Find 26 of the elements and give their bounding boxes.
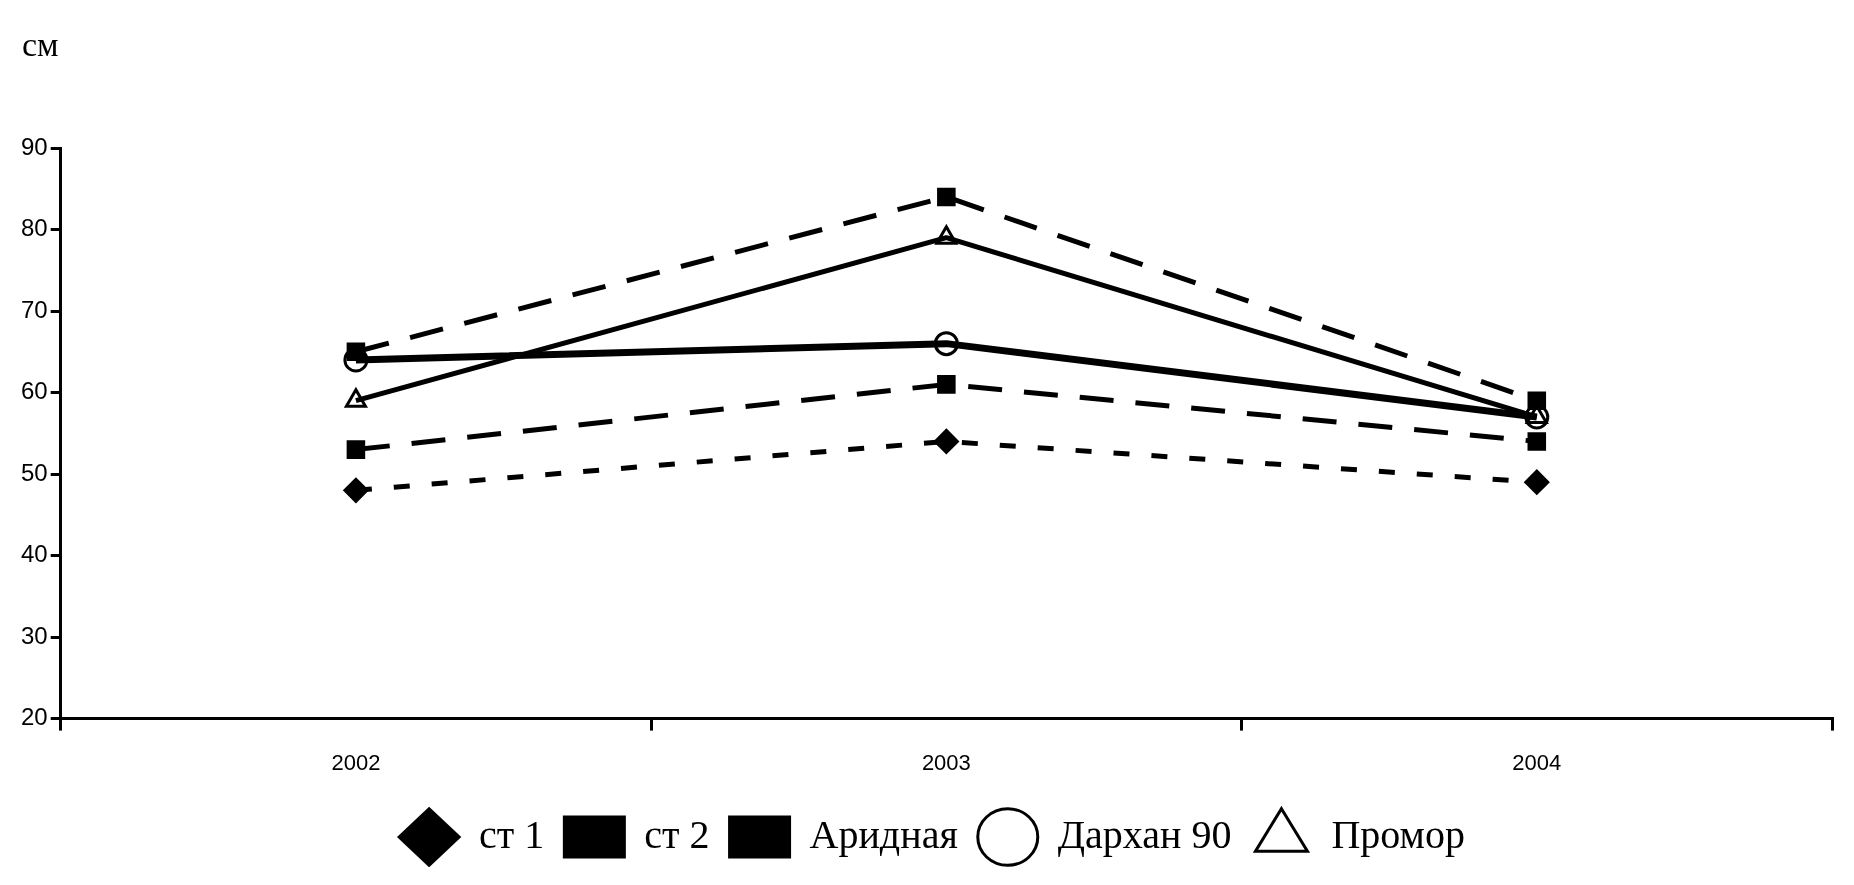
point xyxy=(1527,432,1547,451)
legend-label: ст 2 xyxy=(644,811,710,857)
point xyxy=(346,440,366,459)
point xyxy=(937,375,956,394)
y-tick-label: 30 xyxy=(20,621,48,649)
x-tick-label: 2004 xyxy=(1512,749,1562,775)
point xyxy=(933,331,959,357)
y-tick-label: 90 xyxy=(20,132,48,160)
y-tick-label: 50 xyxy=(20,458,48,486)
point xyxy=(937,187,956,207)
point xyxy=(933,428,959,454)
legend-label: Аридная xyxy=(809,811,958,857)
point xyxy=(1527,391,1547,410)
y-tick-label: 40 xyxy=(20,540,48,568)
legend-label: ст 1 xyxy=(479,811,545,857)
y-tick-label: 20 xyxy=(20,703,48,731)
legend-label: Дархан 90 xyxy=(1057,811,1232,857)
y-tick-label: 70 xyxy=(20,295,48,323)
point xyxy=(343,477,369,503)
x-tick-label: 2003 xyxy=(921,749,971,775)
y-tick-label: 60 xyxy=(20,377,48,405)
legend-label: Промор xyxy=(1331,811,1465,857)
y-tick-label: 80 xyxy=(20,214,48,242)
y-axis-title: см xyxy=(22,25,59,63)
x-tick-label: 2002 xyxy=(331,749,381,775)
point xyxy=(1524,469,1550,495)
